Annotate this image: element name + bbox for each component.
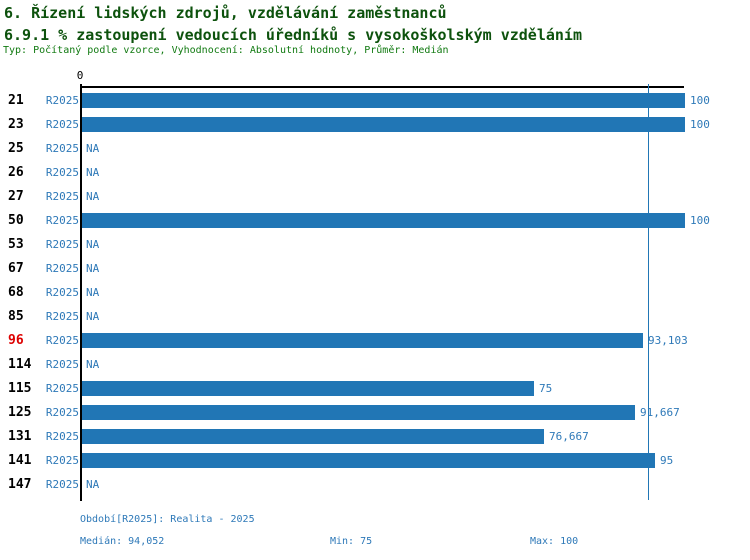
legend-period: Období[R2025]: Realita - 2025	[80, 514, 255, 525]
row-period-label: R2025	[45, 94, 79, 107]
chart-row: 141 R2025 95	[0, 449, 750, 473]
chart-row: 67 R2025 NA	[0, 257, 750, 281]
chart-row: 115 R2025 75	[0, 377, 750, 401]
row-na-label: NA	[86, 166, 100, 179]
chart-row: 96 R2025 93,103	[0, 329, 750, 353]
row-period-label: R2025	[45, 190, 79, 203]
chart-row: 68 R2025 NA	[0, 281, 750, 305]
row-na-label: NA	[86, 238, 100, 251]
bar-value-label: 93,103	[648, 334, 688, 347]
row-number-label: 114	[8, 357, 32, 372]
bar-value-label: 100	[690, 94, 710, 107]
row-number-label: 23	[8, 117, 24, 132]
row-number-label: 68	[8, 285, 24, 300]
row-na-label: NA	[86, 190, 100, 203]
chart-row: 114 R2025 NA	[0, 353, 750, 377]
bar-value-label: 91,667	[640, 406, 680, 419]
row-period-label: R2025	[45, 430, 79, 443]
legend-min: Min: 75	[330, 536, 373, 547]
chart-title-line1: 6. Řízení lidských zdrojů, vzdělávání za…	[4, 4, 447, 22]
chart-row: 147 R2025 NA	[0, 473, 750, 497]
value-bar	[82, 213, 685, 228]
row-period-label: R2025	[45, 406, 79, 419]
row-number-label: 26	[8, 165, 24, 180]
row-number-label: 131	[8, 429, 32, 444]
row-na-label: NA	[86, 262, 100, 275]
legend-max: Max: 100	[530, 536, 579, 547]
chart-row: 50 R2025 100	[0, 209, 750, 233]
row-period-label: R2025	[45, 382, 79, 395]
chart-title-line2: 6.9.1 % zastoupení vedoucích úředníků s …	[4, 26, 582, 44]
row-number-label: 85	[8, 309, 24, 324]
median-line	[648, 84, 649, 500]
row-na-label: NA	[86, 142, 100, 155]
bar-value-label: 100	[690, 118, 710, 131]
x-axis-line	[80, 86, 684, 88]
row-period-label: R2025	[45, 334, 79, 347]
row-number-label: 53	[8, 237, 24, 252]
row-na-label: NA	[86, 310, 100, 323]
value-bar	[82, 405, 635, 420]
row-number-label: 147	[8, 477, 32, 492]
row-number-label: 141	[8, 453, 32, 468]
row-period-label: R2025	[45, 478, 79, 491]
row-number-label: 50	[8, 213, 24, 228]
value-bar	[82, 429, 544, 444]
row-number-label: 125	[8, 405, 32, 420]
x-axis-zero-tick-label: 0	[76, 69, 84, 82]
row-na-label: NA	[86, 358, 100, 371]
row-number-label: 27	[8, 189, 24, 204]
row-period-label: R2025	[45, 118, 79, 131]
row-na-label: NA	[86, 478, 100, 491]
legend-median: Medián: 94,052	[80, 536, 165, 547]
bar-value-label: 75	[539, 382, 553, 395]
row-period-label: R2025	[45, 238, 79, 251]
bar-value-label: 95	[660, 454, 674, 467]
row-number-label: 25	[8, 141, 24, 156]
row-number-label-highlighted: 96	[8, 333, 24, 348]
row-na-label: NA	[86, 286, 100, 299]
bar-value-label: 76,667	[549, 430, 589, 443]
chart-subtitle: Typ: Počítaný podle vzorce, Vyhodnocení:…	[3, 45, 449, 56]
value-bar	[82, 333, 643, 348]
value-bar	[82, 117, 685, 132]
row-period-label: R2025	[45, 142, 79, 155]
row-period-label: R2025	[45, 166, 79, 179]
row-period-label: R2025	[45, 454, 79, 467]
value-bar	[82, 381, 534, 396]
row-number-label: 21	[8, 93, 24, 108]
chart-row: 85 R2025 NA	[0, 305, 750, 329]
chart-row: 53 R2025 NA	[0, 233, 750, 257]
row-period-label: R2025	[45, 214, 79, 227]
chart-row: 21 R2025 100	[0, 89, 750, 113]
chart-row: 25 R2025 NA	[0, 137, 750, 161]
value-bar	[82, 453, 655, 468]
row-period-label: R2025	[45, 358, 79, 371]
chart-row: 131 R2025 76,667	[0, 425, 750, 449]
row-number-label: 67	[8, 261, 24, 276]
chart-row: 26 R2025 NA	[0, 161, 750, 185]
chart-row: 27 R2025 NA	[0, 185, 750, 209]
chart-row: 125 R2025 91,667	[0, 401, 750, 425]
row-number-label: 115	[8, 381, 32, 396]
y-axis-line	[80, 84, 82, 501]
row-period-label: R2025	[45, 262, 79, 275]
bar-value-label: 100	[690, 214, 710, 227]
value-bar	[82, 93, 685, 108]
row-period-label: R2025	[45, 286, 79, 299]
row-period-label: R2025	[45, 310, 79, 323]
chart-row: 23 R2025 100	[0, 113, 750, 137]
